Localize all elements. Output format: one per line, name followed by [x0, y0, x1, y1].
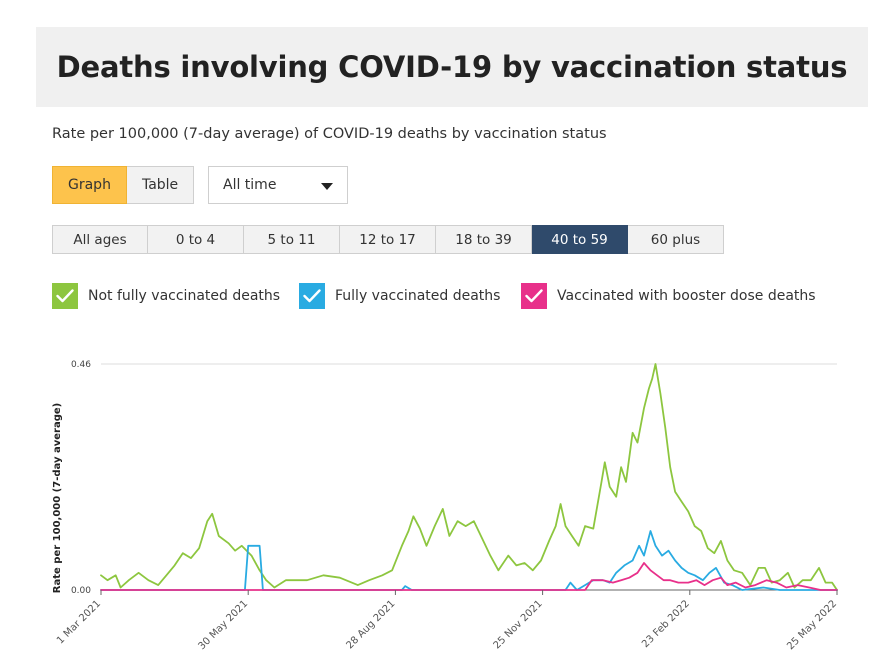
check-icon[interactable]: [299, 283, 325, 309]
y-tick-label: 0.00: [71, 586, 91, 596]
y-axis-label: Rate per 100,000 (7-day average): [52, 403, 63, 593]
legend-item-booster-dose[interactable]: Vaccinated with booster dose deaths: [521, 283, 816, 309]
tab-40-to-59[interactable]: 40 to 59: [532, 225, 628, 254]
chart-axes: 0.00 0.46 1 Mar 2021 30 May 2021 28 Aug 2021…: [55, 360, 839, 652]
chevron-down-icon: [321, 182, 333, 190]
y-tick-label: 0.46: [71, 360, 91, 370]
legend-item-fully-vaccinated[interactable]: Fully vaccinated deaths: [299, 283, 500, 309]
legend-label: Vaccinated with booster dose deaths: [557, 288, 816, 304]
page-title: Deaths involving COVID-19 by vaccination…: [56, 50, 848, 84]
tab-all-ages[interactable]: All ages: [52, 225, 148, 254]
x-tick-label: 25 May 2022: [785, 598, 839, 652]
tab-12-to-17[interactable]: 12 to 17: [340, 225, 436, 254]
tab-60-plus[interactable]: 60 plus: [628, 225, 724, 254]
x-tick-label: 28 Aug 2021: [344, 598, 397, 651]
tab-0-to-4[interactable]: 0 to 4: [148, 225, 244, 254]
check-icon[interactable]: [52, 283, 78, 309]
series-line-fully-vaccinated-deaths: [100, 530, 838, 591]
time-range-select[interactable]: All time: [208, 166, 348, 204]
legend-item-not-fully-vaccinated[interactable]: Not fully vaccinated deaths: [52, 283, 280, 309]
tab-18-to-39[interactable]: 18 to 39: [436, 225, 532, 254]
chart-subtitle: Rate per 100,000 (7-day average) of COVI…: [52, 126, 607, 142]
legend-label: Fully vaccinated deaths: [335, 288, 501, 304]
graph-view-button[interactable]: Graph: [52, 166, 127, 204]
x-tick-label: 1 Mar 2021: [55, 598, 103, 646]
check-icon[interactable]: [521, 283, 547, 309]
chart-series: [100, 363, 838, 591]
x-tick-label: 30 May 2021: [196, 598, 250, 652]
title-band: Deaths involving COVID-19 by vaccination…: [36, 27, 868, 107]
x-tick-label: 25 Nov 2021: [492, 598, 545, 651]
time-range-value: All time: [223, 177, 277, 193]
legend-label: Not fully vaccinated deaths: [88, 288, 281, 304]
table-view-button[interactable]: Table: [126, 166, 195, 204]
age-group-tabs: All ages 0 to 4 5 to 11 12 to 17 18 to 3…: [52, 225, 724, 254]
series-line-vaccinated-with-booster-dose-deaths: [100, 562, 838, 591]
view-toggle: Graph Table: [52, 166, 195, 204]
x-tick-label: 23 Feb 2022: [640, 598, 692, 650]
series-line-not-fully-vaccinated-deaths: [100, 363, 838, 591]
line-chart: 0.00 0.46 1 Mar 2021 30 May 2021 28 Aug 2021…: [52, 360, 839, 652]
tab-5-to-11[interactable]: 5 to 11: [244, 225, 340, 254]
